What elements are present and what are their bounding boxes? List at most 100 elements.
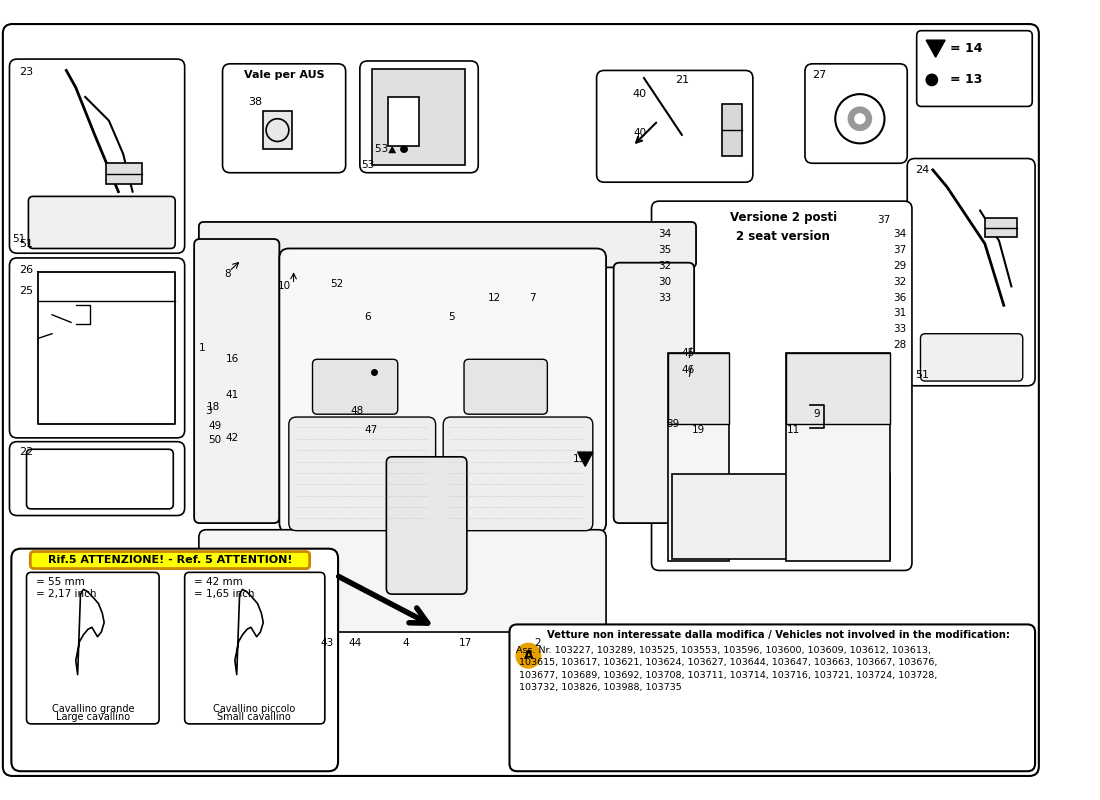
Text: 1: 1: [198, 343, 205, 353]
Text: 28: 28: [893, 340, 906, 350]
Text: Vale per AUS: Vale per AUS: [244, 70, 324, 81]
Text: 34: 34: [658, 230, 671, 239]
Circle shape: [926, 74, 937, 86]
Text: 37: 37: [877, 215, 890, 225]
FancyBboxPatch shape: [596, 70, 752, 182]
Text: Rif.5 ATTENZIONE! - Ref. 5 ATTENTION!: Rif.5 ATTENZIONE! - Ref. 5 ATTENTION!: [48, 555, 293, 565]
Text: 52: 52: [330, 278, 344, 289]
FancyBboxPatch shape: [651, 201, 912, 570]
Text: 46: 46: [682, 365, 695, 374]
Polygon shape: [578, 452, 593, 466]
FancyBboxPatch shape: [199, 222, 696, 267]
Text: 48: 48: [351, 406, 364, 416]
Text: = 55 mm: = 55 mm: [36, 577, 85, 587]
Text: 31: 31: [893, 308, 906, 318]
Text: 38: 38: [249, 97, 262, 107]
Circle shape: [855, 113, 866, 125]
Text: 34: 34: [893, 230, 906, 239]
Text: A: A: [524, 649, 534, 662]
Bar: [672, 474, 890, 559]
FancyBboxPatch shape: [199, 530, 606, 632]
Text: 40: 40: [634, 128, 647, 138]
Text: 30: 30: [658, 277, 671, 286]
Text: 11: 11: [786, 426, 800, 435]
Bar: [106, 163, 142, 184]
Text: 19: 19: [692, 426, 705, 435]
Text: 26: 26: [19, 265, 33, 274]
Text: 43: 43: [320, 638, 333, 648]
Text: 35: 35: [658, 246, 671, 255]
Bar: [668, 353, 729, 424]
Text: 18: 18: [207, 402, 220, 412]
Text: 16: 16: [226, 354, 239, 364]
Text: 33: 33: [893, 324, 906, 334]
FancyBboxPatch shape: [443, 417, 593, 530]
FancyBboxPatch shape: [10, 59, 185, 254]
Text: 53▲ ●: 53▲ ●: [375, 144, 408, 154]
Text: 53: 53: [361, 160, 374, 170]
FancyBboxPatch shape: [185, 572, 324, 724]
Text: 42: 42: [226, 433, 239, 443]
FancyBboxPatch shape: [29, 196, 175, 249]
Text: 22: 22: [19, 447, 33, 458]
Text: 51: 51: [12, 234, 25, 244]
Text: Cavallino piccolo: Cavallino piccolo: [212, 705, 295, 714]
Text: 32: 32: [658, 261, 671, 270]
Text: Vetture non interessate dalla modifica / Vehicles not involved in the modificati: Vetture non interessate dalla modifica /…: [548, 630, 1011, 640]
Text: 8: 8: [224, 269, 231, 279]
Text: 6: 6: [364, 312, 371, 322]
Bar: [722, 103, 742, 156]
FancyBboxPatch shape: [3, 24, 1038, 776]
FancyBboxPatch shape: [464, 359, 548, 414]
Text: 39: 39: [666, 418, 679, 429]
Text: 37: 37: [893, 246, 906, 255]
Text: 50: 50: [208, 434, 221, 445]
Text: 4: 4: [402, 638, 408, 648]
Text: 5: 5: [449, 312, 455, 322]
FancyBboxPatch shape: [614, 262, 694, 523]
Text: = 2,17 inch: = 2,17 inch: [36, 590, 97, 599]
Text: 7: 7: [529, 293, 536, 302]
Bar: [984, 218, 1018, 237]
Text: = 42 mm: = 42 mm: [194, 577, 243, 587]
Text: 23: 23: [19, 66, 33, 77]
FancyBboxPatch shape: [10, 442, 185, 515]
Text: = 14: = 14: [949, 42, 982, 55]
Text: 51: 51: [915, 370, 928, 380]
Text: 49: 49: [208, 421, 221, 430]
FancyBboxPatch shape: [31, 551, 310, 569]
FancyBboxPatch shape: [921, 334, 1023, 381]
Text: 12: 12: [487, 293, 500, 302]
FancyBboxPatch shape: [805, 64, 907, 163]
Text: Small cavallino: Small cavallino: [217, 712, 290, 722]
Text: 41: 41: [226, 390, 239, 400]
Text: 47: 47: [364, 426, 377, 435]
FancyBboxPatch shape: [312, 359, 398, 414]
FancyBboxPatch shape: [10, 258, 185, 438]
FancyBboxPatch shape: [916, 30, 1032, 106]
Circle shape: [848, 106, 872, 131]
Bar: [786, 353, 890, 561]
Text: 32: 32: [893, 277, 906, 286]
Text: 29: 29: [893, 261, 906, 270]
Text: 17: 17: [460, 638, 473, 648]
Text: Ass. Nr. 103227, 103289, 103525, 103553, 103596, 103600, 103609, 103612, 103613,: Ass. Nr. 103227, 103289, 103525, 103553,…: [516, 646, 937, 692]
Text: 24: 24: [915, 165, 930, 175]
FancyBboxPatch shape: [26, 450, 174, 509]
Bar: [263, 111, 292, 149]
Circle shape: [516, 643, 541, 668]
FancyBboxPatch shape: [222, 64, 345, 173]
Text: 51: 51: [19, 239, 33, 249]
Text: 3: 3: [205, 406, 211, 416]
Text: Cavallino grande: Cavallino grande: [52, 705, 134, 714]
Text: 15: 15: [573, 454, 586, 464]
Text: = 13: = 13: [949, 74, 982, 86]
Text: 27: 27: [813, 70, 827, 81]
FancyBboxPatch shape: [386, 457, 466, 594]
FancyBboxPatch shape: [360, 61, 478, 173]
Bar: [668, 353, 729, 561]
FancyBboxPatch shape: [908, 158, 1035, 386]
Text: Large cavallino: Large cavallino: [56, 712, 130, 722]
FancyBboxPatch shape: [509, 625, 1035, 771]
FancyBboxPatch shape: [194, 239, 279, 523]
